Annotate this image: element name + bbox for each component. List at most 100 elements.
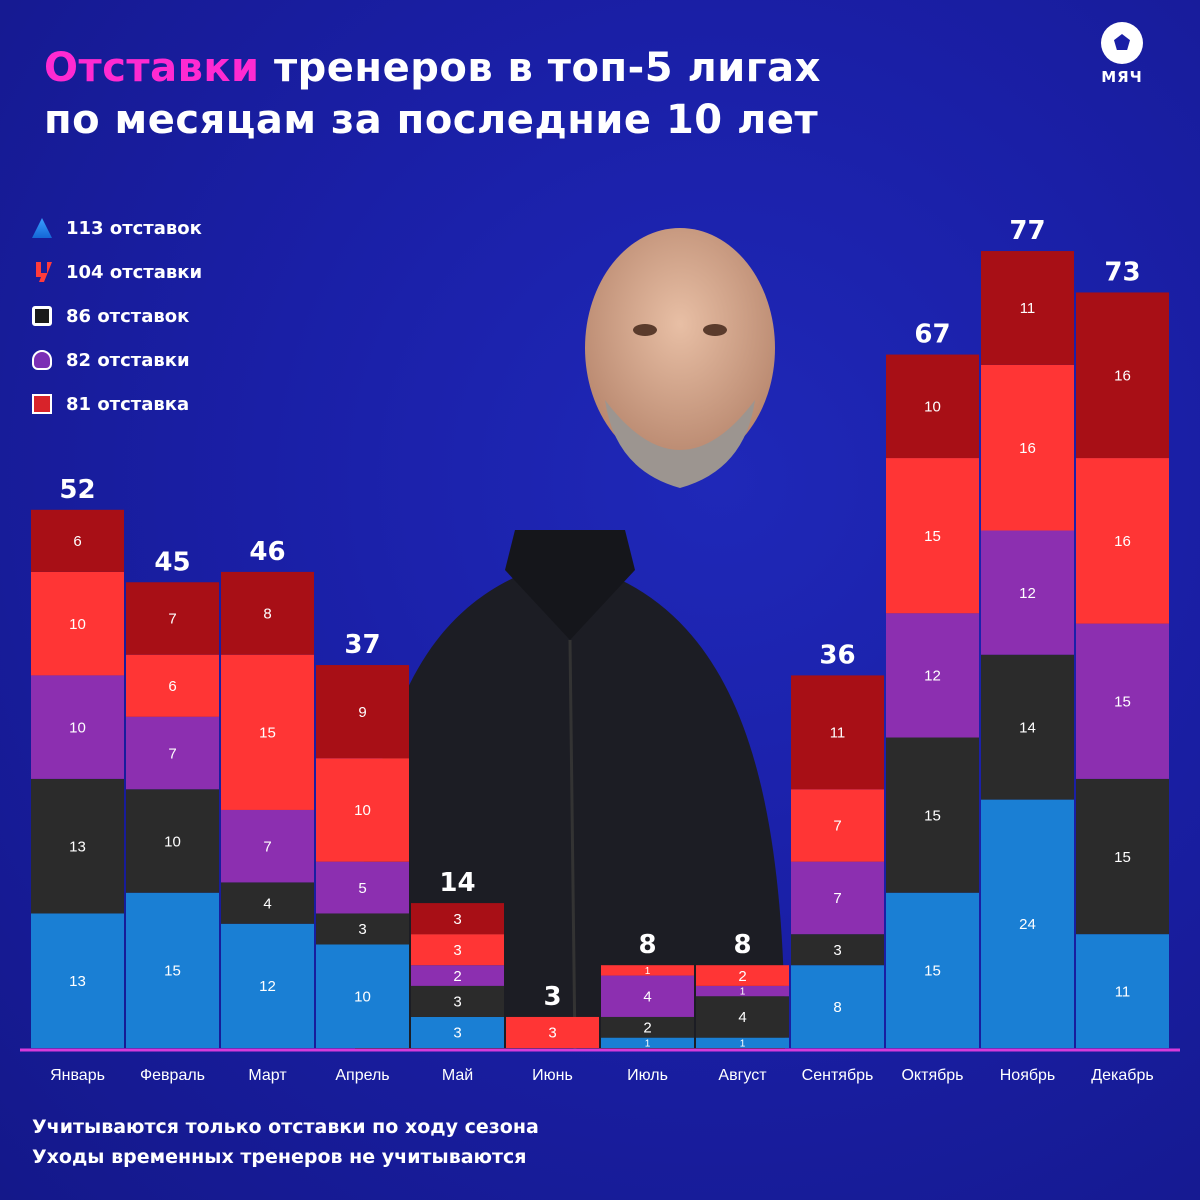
segment-label: 10 <box>924 399 941 416</box>
x-tick-label: Апрель <box>335 1067 389 1084</box>
bar-segment <box>411 985 504 1017</box>
segment-label: 16 <box>1114 533 1131 550</box>
legend-item-laliga: 104 отставки <box>32 250 202 294</box>
bar-segment <box>886 354 979 459</box>
segment-label: 10 <box>69 719 86 736</box>
segment-label: 7 <box>168 611 176 628</box>
premier-league-icon <box>32 350 52 370</box>
segment-label: 6 <box>73 533 81 550</box>
legend-text: 113 отставок <box>66 217 202 239</box>
x-tick-label: Январь <box>50 1067 105 1084</box>
bar-segment <box>791 675 884 790</box>
bar-total-label: 67 <box>914 320 950 350</box>
bar-segment <box>316 861 409 914</box>
bar-total-label: 73 <box>1104 257 1140 287</box>
legend-item-premier-league: 82 отставки <box>32 338 202 382</box>
x-tick-label: Март <box>248 1067 287 1084</box>
segment-label: 2 <box>643 1020 651 1037</box>
bundesliga-icon <box>32 394 52 414</box>
legend-text: 81 отставка <box>66 393 190 415</box>
title-rest: тренеров в топ-5 лигах <box>259 45 821 91</box>
segment-label: 8 <box>263 606 271 623</box>
footnote-1: Учитываются только отставки по ходу сезо… <box>32 1116 539 1138</box>
bar-segment <box>886 892 979 1048</box>
x-tick-label: Июль <box>627 1067 668 1084</box>
bar-segment <box>31 778 124 914</box>
segment-label: 13 <box>69 838 86 855</box>
bar-total-label: 77 <box>1009 216 1045 246</box>
segment-label: 3 <box>358 921 366 938</box>
segment-label: 7 <box>833 818 841 835</box>
segment-label: 5 <box>358 880 366 897</box>
bar-segment <box>981 654 1074 800</box>
x-tick-label: Октябрь <box>901 1067 963 1084</box>
bar-segment <box>221 654 314 810</box>
bar-segment <box>696 985 789 997</box>
title-accent: Отставки <box>44 45 260 91</box>
bar-total-label: 14 <box>439 868 475 898</box>
footnote-2: Уходы временных тренеров не учитываются <box>32 1146 527 1168</box>
segment-label: 11 <box>1020 300 1036 317</box>
laliga-icon <box>36 262 52 282</box>
segment-label: 2 <box>738 968 746 985</box>
segment-label: 4 <box>263 895 271 912</box>
segment-label: 3 <box>833 942 841 959</box>
bar-segment <box>1076 934 1169 1048</box>
bar-segment <box>1076 458 1169 624</box>
legend-text: 86 отставок <box>66 305 190 327</box>
bar-segment <box>791 934 884 966</box>
segment-label: 7 <box>833 890 841 907</box>
bar-segment <box>126 654 219 717</box>
ligue1-icon <box>32 306 52 326</box>
legend-item-serie-a: 113 отставок <box>32 206 202 250</box>
segment-label: 1 <box>645 966 651 977</box>
segment-label: 15 <box>924 807 941 824</box>
segment-label: 24 <box>1019 916 1036 933</box>
bar-segment <box>886 613 979 738</box>
bar-segment <box>411 934 504 966</box>
segment-label: 10 <box>354 989 371 1006</box>
segment-label: 15 <box>1114 694 1131 711</box>
bar-segment <box>791 861 884 935</box>
segment-label: 15 <box>164 963 181 980</box>
segment-label: 16 <box>1019 440 1036 457</box>
bar-segment <box>221 923 314 1048</box>
segment-label: 10 <box>69 616 86 633</box>
segment-label: 2 <box>453 968 461 985</box>
segment-label: 1 <box>645 1038 651 1049</box>
bar-segment <box>411 1016 504 1048</box>
bar-segment <box>601 1016 694 1038</box>
segment-label: 3 <box>548 1025 556 1042</box>
bar-total-label: 36 <box>819 640 855 670</box>
segment-label: 12 <box>924 668 941 685</box>
bar-segment <box>601 1037 694 1048</box>
segment-label: 8 <box>833 999 841 1016</box>
bar-segment <box>316 944 409 1048</box>
segment-label: 14 <box>1019 719 1036 736</box>
legend-text: 82 отставки <box>66 349 190 371</box>
segment-label: 3 <box>453 1025 461 1042</box>
bar-segment <box>791 789 884 862</box>
bar-segment <box>126 716 219 790</box>
segment-label: 1 <box>740 1038 746 1049</box>
segment-label: 16 <box>1114 368 1131 385</box>
bar-total-label: 3 <box>543 982 561 1012</box>
bar-segment <box>1076 778 1169 935</box>
bar-segment <box>981 530 1074 655</box>
segment-label: 7 <box>263 838 271 855</box>
bar-segment <box>506 1016 599 1048</box>
bar-segment <box>126 789 219 893</box>
brand-name: МЯЧ <box>1101 68 1143 86</box>
bar-total-label: 45 <box>154 547 190 577</box>
bar-segment <box>886 737 979 893</box>
segment-label: 13 <box>69 973 86 990</box>
segment-label: 11 <box>830 725 846 742</box>
segment-label: 7 <box>168 745 176 762</box>
bar-segment <box>981 364 1074 531</box>
segment-label: 11 <box>1115 983 1131 1000</box>
bar-segment <box>31 913 124 1048</box>
bar-segment <box>31 509 124 572</box>
segment-label: 3 <box>453 911 461 928</box>
bar-segment <box>1076 623 1169 779</box>
